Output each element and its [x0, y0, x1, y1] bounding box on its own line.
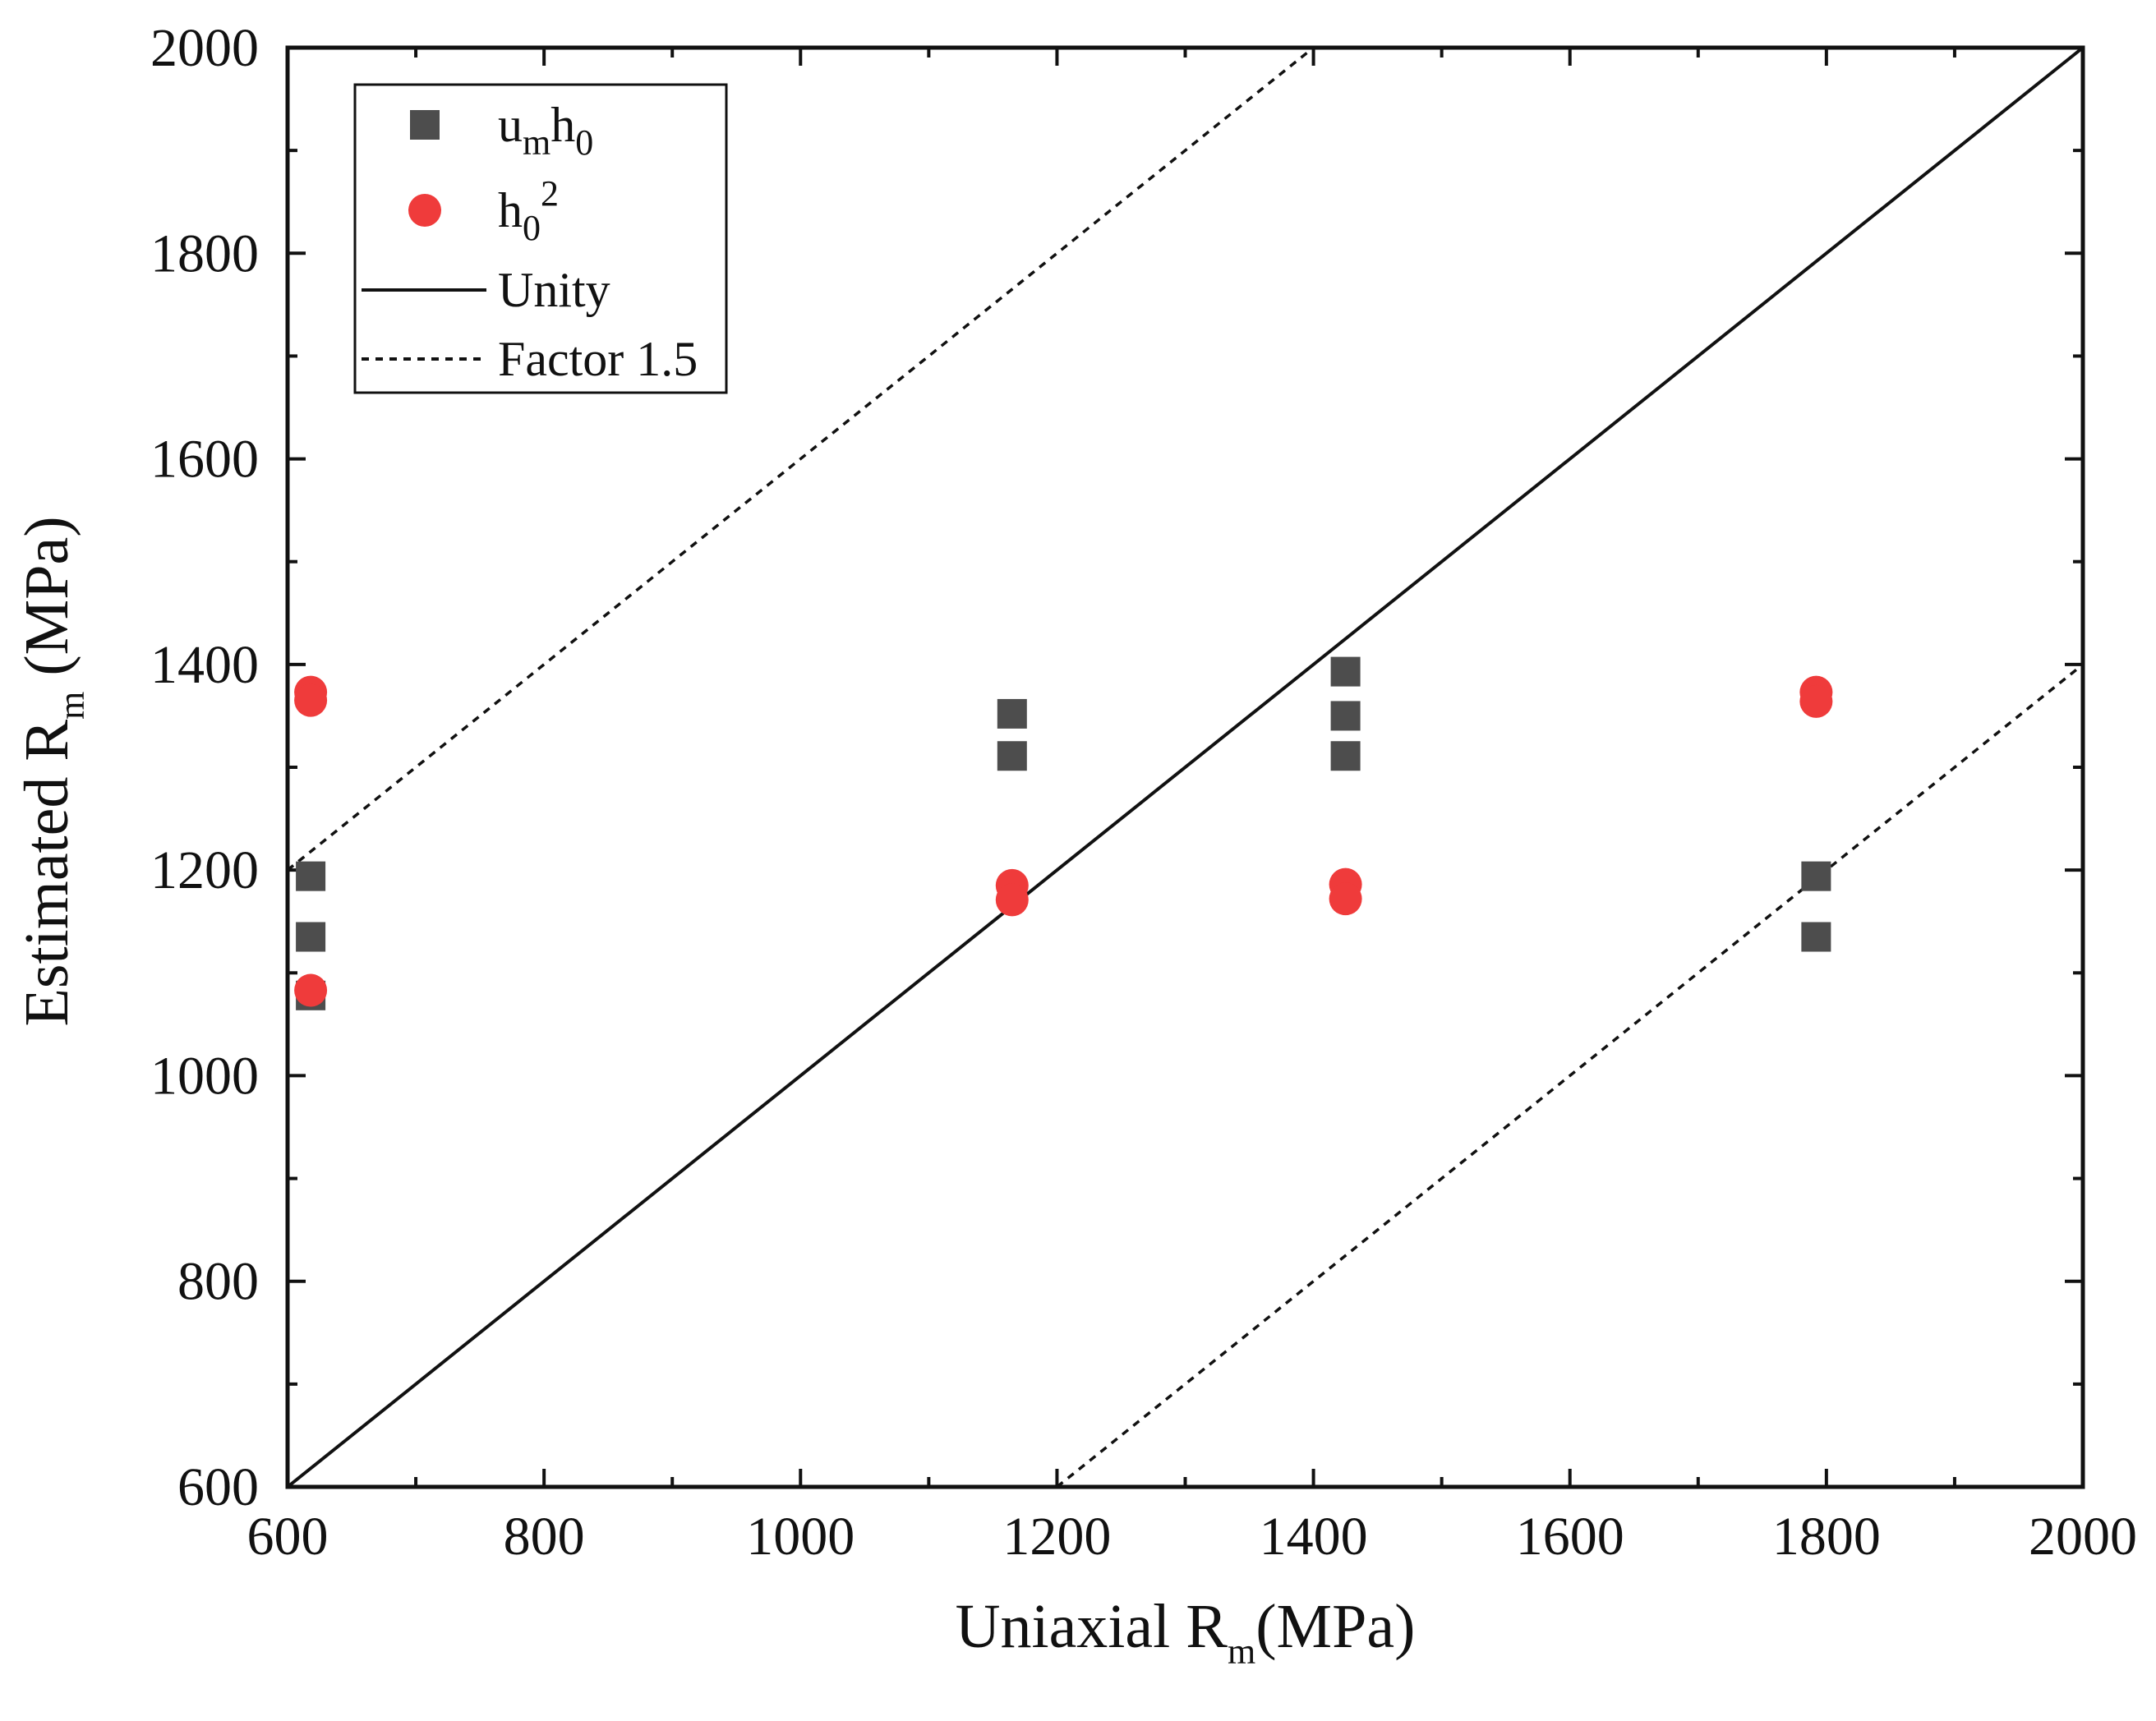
square-point	[997, 698, 1027, 729]
square-point	[997, 741, 1027, 771]
y-tick-label: 1200	[150, 840, 259, 900]
legend-label: umh0	[498, 98, 593, 163]
square-point	[296, 861, 326, 891]
square-point	[1801, 922, 1831, 952]
legend: umh0 h02 Unity Factor 1.5	[353, 83, 728, 394]
tick-labels: 600 800 1000 1200 1400 1600 1800 2000 600 800 1000…	[150, 18, 2137, 1567]
square-point	[296, 922, 326, 952]
legend-circle-marker	[408, 194, 441, 227]
x-tick-label: 2000	[2029, 1507, 2137, 1567]
factor-line	[1056, 663, 2085, 1489]
x-axis-title-sub: m	[1228, 1631, 1255, 1672]
y-tick-label: 1600	[150, 430, 259, 490]
legend-label: Factor 1.5	[498, 332, 698, 386]
y-tick-label: 600	[177, 1457, 259, 1517]
circle-point	[1799, 684, 1833, 718]
factor-line	[286, 46, 1315, 872]
y-axis-title-main: Estimated R	[12, 720, 81, 1027]
square-point	[1801, 861, 1831, 891]
circle-point	[294, 683, 328, 717]
square-point	[1330, 701, 1361, 731]
y-tick-label: 800	[177, 1252, 259, 1312]
x-axis-title-unit: (MPa)	[1255, 1592, 1415, 1661]
x-tick-label: 1200	[1002, 1507, 1111, 1567]
y-axis-title: Estimated Rm (MPa)	[12, 516, 92, 1026]
circle-point	[1329, 882, 1362, 916]
circle-point	[294, 973, 328, 1007]
x-tick-label: 1600	[1516, 1507, 1624, 1567]
y-axis-title-unit: (MPa)	[12, 516, 81, 691]
y-axis-title-sub: m	[52, 692, 92, 720]
y-tick-label: 1000	[150, 1046, 259, 1106]
y-tick-label: 2000	[150, 18, 259, 78]
x-tick-label: 1400	[1260, 1507, 1368, 1567]
x-tick-label: 600	[247, 1507, 329, 1567]
reference-lines	[286, 46, 2085, 1489]
y-tick-label: 1800	[150, 223, 259, 283]
x-tick-label: 1000	[746, 1507, 855, 1567]
unity-line	[286, 46, 2085, 1489]
y-tick-label: 1400	[150, 635, 259, 695]
square-point	[1330, 656, 1361, 687]
square-point	[1330, 741, 1361, 771]
legend-label: Unity	[498, 263, 610, 317]
x-axis-title-main: Uniaxial R	[956, 1592, 1228, 1661]
x-axis-title: Uniaxial Rm(MPa)	[956, 1592, 1416, 1672]
x-tick-label: 1800	[1772, 1507, 1881, 1567]
x-tick-label: 800	[504, 1507, 585, 1567]
plot-frame	[285, 45, 2085, 1489]
legend-label: h02	[498, 173, 559, 248]
circle-point	[995, 883, 1029, 917]
data-points	[294, 656, 1833, 1010]
legend-square-marker	[410, 110, 440, 140]
